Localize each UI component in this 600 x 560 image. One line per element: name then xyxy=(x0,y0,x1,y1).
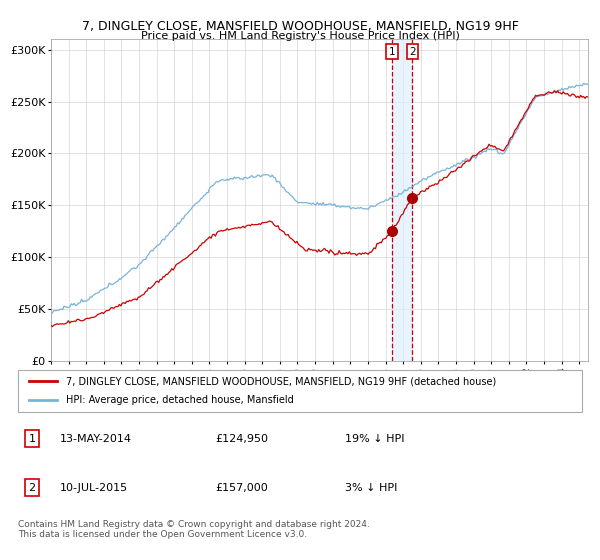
Text: HPI: Average price, detached house, Mansfield: HPI: Average price, detached house, Mans… xyxy=(66,395,293,405)
Text: 2: 2 xyxy=(29,483,35,493)
Text: £124,950: £124,950 xyxy=(215,434,268,444)
Text: Price paid vs. HM Land Registry's House Price Index (HPI): Price paid vs. HM Land Registry's House … xyxy=(140,31,460,41)
Text: 7, DINGLEY CLOSE, MANSFIELD WOODHOUSE, MANSFIELD, NG19 9HF: 7, DINGLEY CLOSE, MANSFIELD WOODHOUSE, M… xyxy=(82,20,518,32)
Text: 7, DINGLEY CLOSE, MANSFIELD WOODHOUSE, MANSFIELD, NG19 9HF (detached house): 7, DINGLEY CLOSE, MANSFIELD WOODHOUSE, M… xyxy=(66,376,496,386)
Text: 10-JUL-2015: 10-JUL-2015 xyxy=(60,483,128,493)
FancyBboxPatch shape xyxy=(18,370,582,412)
Text: 13-MAY-2014: 13-MAY-2014 xyxy=(60,434,133,444)
Text: £157,000: £157,000 xyxy=(215,483,268,493)
Text: 1: 1 xyxy=(29,434,35,444)
Text: Contains HM Land Registry data © Crown copyright and database right 2024.
This d: Contains HM Land Registry data © Crown c… xyxy=(18,520,370,539)
Text: 3% ↓ HPI: 3% ↓ HPI xyxy=(345,483,397,493)
Text: 2: 2 xyxy=(409,46,416,57)
Text: 19% ↓ HPI: 19% ↓ HPI xyxy=(345,434,404,444)
Bar xyxy=(392,39,412,361)
Text: 1: 1 xyxy=(389,46,395,57)
